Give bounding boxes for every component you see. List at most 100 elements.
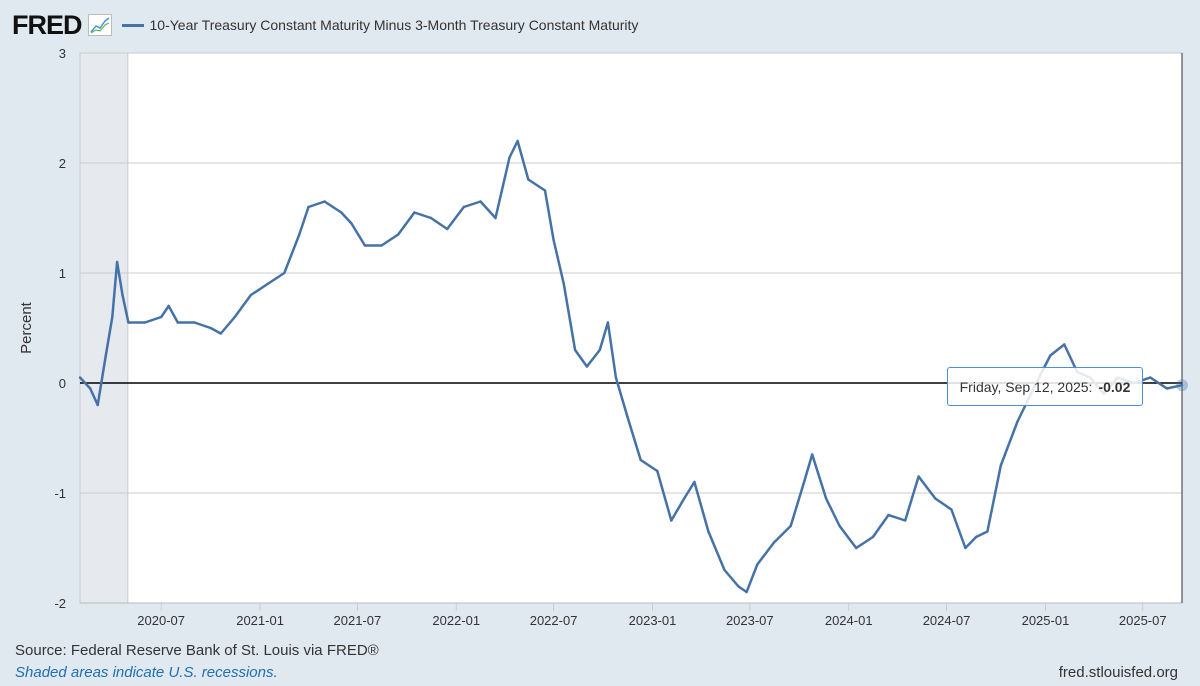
data-point (917, 475, 920, 478)
data-point (429, 216, 433, 220)
data-point (693, 480, 696, 484)
y-tick-label: 1 (59, 266, 66, 281)
data-point (789, 524, 792, 528)
data-point (1180, 384, 1184, 387)
data-point (340, 211, 343, 214)
data-point (323, 200, 326, 203)
data-point (1049, 354, 1052, 357)
data-point (159, 315, 163, 319)
data-point (527, 178, 530, 181)
x-tick-label: 2021-01 (236, 613, 284, 628)
hover-marker (1176, 379, 1188, 392)
data-point (986, 530, 989, 533)
data-point (855, 546, 858, 550)
data-point (543, 189, 547, 192)
data-point (606, 321, 610, 324)
data-point (1149, 376, 1152, 379)
x-tick-label: 2023-07 (726, 613, 774, 628)
data-point (176, 321, 180, 324)
data-point (508, 156, 511, 159)
y-tick-label: 0 (59, 376, 66, 391)
data-point (96, 403, 99, 407)
y-tick-label: 2 (59, 156, 66, 171)
data-point (871, 535, 875, 539)
data-point (516, 139, 519, 143)
data-point (413, 211, 416, 214)
data-point (670, 519, 673, 522)
line-chart-icon (87, 14, 112, 36)
data-point (626, 414, 629, 418)
data-point (964, 546, 967, 550)
data-point (562, 282, 566, 286)
chart-svg: 3 2 1 0 -1 -2 2020-07 2021-01 2021-07 2022-01 2022… (18, 46, 1188, 628)
x-tick-label: 2025-01 (1022, 613, 1070, 628)
data-point (350, 222, 353, 225)
data-point (127, 321, 130, 324)
x-tick-label: 2020-07 (137, 613, 185, 628)
data-point (89, 387, 92, 390)
data-point (950, 508, 953, 511)
data-point (656, 469, 659, 473)
data-point (552, 238, 555, 242)
legend-line-swatch (121, 23, 144, 27)
data-point (683, 497, 686, 500)
x-tick-label: 2024-01 (825, 613, 873, 628)
data-point (380, 244, 383, 247)
data-point (78, 376, 82, 379)
data-point (111, 315, 114, 319)
data-point (838, 524, 841, 528)
fred-logo[interactable]: FRED (12, 9, 82, 40)
data-point (887, 513, 890, 517)
data-point (143, 321, 147, 324)
tooltip-date: Friday, Sep 12, 2025: (959, 378, 1093, 395)
y-tick-label: -2 (54, 596, 66, 611)
data-point (999, 464, 1003, 467)
data-point (756, 563, 759, 566)
data-point (115, 260, 119, 264)
data-point (802, 480, 806, 484)
data-point (639, 458, 642, 462)
data-point (810, 453, 814, 456)
data-point (219, 332, 223, 335)
legend-series-title: 10-Year Treasury Constant Maturity Minus… (149, 17, 639, 33)
x-tick-label: 2022-01 (432, 613, 480, 628)
data-point (104, 354, 108, 357)
data-point (903, 519, 907, 522)
data-point (974, 535, 978, 539)
data-point (745, 590, 748, 594)
source-note: Source: Federal Reserve Bank of St. Loui… (15, 642, 379, 659)
site-link[interactable]: fred.stlouisfed.org (1058, 664, 1178, 681)
chart-header: FRED 10-Year Treasury Constant Maturity … (12, 10, 638, 40)
y-axis-label: Percent (18, 301, 35, 354)
data-point (193, 321, 196, 324)
tooltip-value: -0.02 (1098, 378, 1131, 395)
data-point (445, 227, 449, 231)
y-tick-label: 3 (59, 46, 66, 61)
data-point (266, 282, 269, 286)
x-tick-label: 2021-07 (334, 613, 382, 628)
x-tick-label: 2022-07 (530, 613, 578, 628)
x-tick-label: 2025-07 (1119, 613, 1167, 628)
data-point (167, 304, 170, 308)
data-point (707, 530, 710, 533)
data-point (209, 326, 212, 330)
data-point (462, 205, 466, 209)
data-point (307, 205, 310, 209)
recession-shade (79, 52, 129, 604)
x-tick-label: 2024-07 (923, 613, 971, 628)
data-point (494, 216, 497, 220)
y-tick-label: -1 (54, 486, 66, 501)
plot-area (80, 53, 1182, 603)
data-point (824, 497, 828, 500)
series-line (79, 139, 1183, 594)
data-point (363, 244, 367, 247)
data-point (1063, 343, 1066, 346)
data-point (298, 233, 301, 236)
data-point (573, 348, 577, 352)
data-point (121, 293, 124, 297)
recession-note-link[interactable]: Shaded areas indicate U.S. recessions. (15, 664, 278, 681)
x-tick-label: 2023-01 (629, 613, 677, 628)
tooltip: Friday, Sep 12, 2025: -0.02 (947, 367, 1143, 406)
data-point (1016, 420, 1019, 423)
data-point (283, 271, 286, 275)
